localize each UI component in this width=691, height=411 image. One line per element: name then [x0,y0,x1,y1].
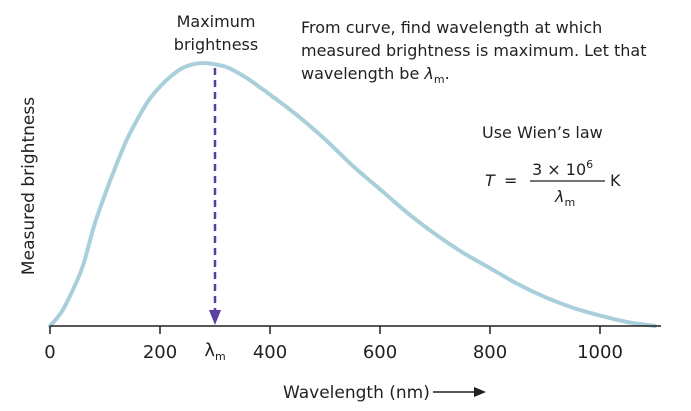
x-tick-label: 800 [473,342,507,363]
peak-annotation-line2: brightness [174,35,258,54]
wien-heading: Use Wien’s law [482,123,603,142]
x-tick-label: 0 [44,342,55,363]
x-tick-label: 600 [363,342,397,363]
peak-arrow-head [209,310,221,325]
peak-lambda-label: λm [204,340,225,363]
instruction-line3: wavelength be λm. [301,64,450,86]
x-axis-label: Wavelength (nm) [283,383,430,403]
formula-denominator: λm [554,187,575,209]
x-axis-ticks: 0 200 400 600 800 1000 [44,326,623,363]
formula-unit: K [610,171,621,190]
formula-equals: = [504,171,517,190]
y-axis-label: Measured brightness [19,97,39,275]
x-tick-label: 1000 [577,342,623,363]
instruction-line1: From curve, find wavelength at which [301,18,602,37]
x-axis-direction-arrow [433,387,486,397]
x-tick-label: 400 [253,342,287,363]
instruction-line2: measured brightness is maximum. Let that [301,41,647,60]
formula-T: T [485,171,496,190]
brightness-curve [48,61,657,328]
formula-numerator: 3 × 106 [532,158,593,179]
x-tick-label: 200 [143,342,177,363]
peak-annotation-line1: Maximum [177,12,256,31]
